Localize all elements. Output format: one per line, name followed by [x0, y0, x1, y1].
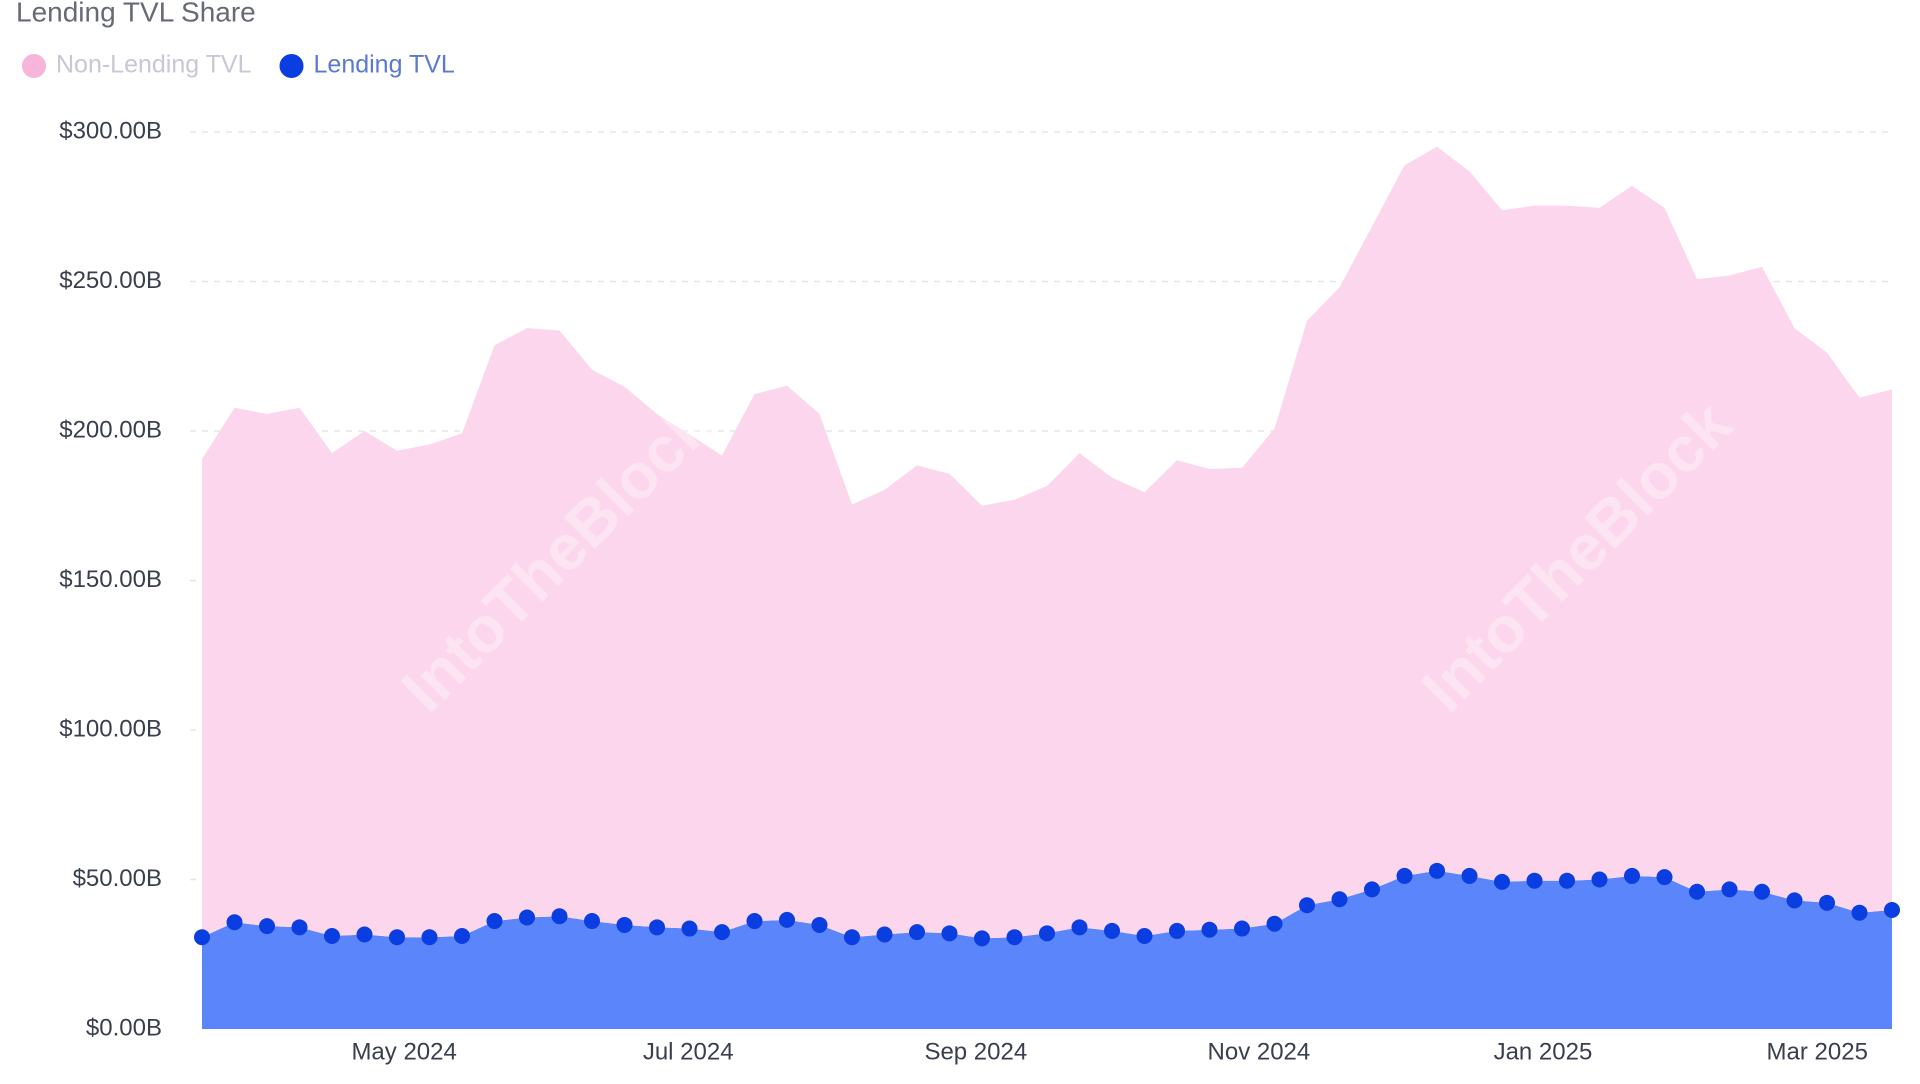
data-point — [909, 924, 925, 941]
data-point — [389, 929, 405, 946]
y-tick-label: $200.00B — [59, 416, 162, 443]
legend-label: Lending TVL — [314, 51, 455, 79]
data-point — [356, 926, 373, 943]
x-tick-label: Jul 2024 — [643, 1038, 734, 1065]
x-tick-label: Mar 2025 — [1767, 1038, 1868, 1065]
data-point — [1884, 901, 1900, 918]
data-point — [876, 926, 893, 943]
x-tick-label: Sep 2024 — [924, 1038, 1027, 1065]
data-point — [1786, 892, 1803, 909]
data-point — [1234, 920, 1250, 937]
data-point — [519, 909, 535, 926]
data-point — [779, 911, 795, 928]
data-point — [1754, 883, 1770, 900]
x-tick-label: Nov 2024 — [1208, 1038, 1311, 1065]
data-point — [1169, 922, 1185, 939]
data-point — [616, 916, 633, 933]
data-point — [324, 928, 340, 945]
data-point — [1526, 872, 1543, 889]
data-point — [1819, 894, 1835, 911]
data-point — [1331, 891, 1348, 908]
y-tick-label: $50.00B — [73, 865, 162, 892]
data-point — [1461, 867, 1478, 884]
data-point — [1396, 867, 1413, 884]
data-point — [1689, 883, 1705, 900]
data-point — [194, 929, 210, 946]
data-point — [1591, 871, 1608, 888]
y-tick-label: $300.00B — [59, 117, 162, 144]
y-tick-label: $150.00B — [59, 566, 162, 593]
legend-marker — [279, 54, 304, 78]
data-point — [551, 908, 568, 925]
data-point — [584, 913, 600, 930]
data-point — [746, 913, 763, 930]
data-point — [1559, 872, 1575, 889]
data-point — [844, 929, 860, 946]
data-point — [1201, 921, 1218, 938]
data-point — [421, 929, 438, 946]
data-point — [1721, 881, 1738, 898]
data-point — [1136, 928, 1153, 945]
data-point — [1656, 869, 1673, 886]
data-point — [1006, 929, 1023, 946]
chart-title: Lending TVL Share — [16, 0, 256, 27]
legend-marker — [22, 54, 46, 78]
data-point — [681, 920, 698, 937]
x-tick-label: May 2024 — [351, 1038, 456, 1065]
x-tick-label: Jan 2025 — [1494, 1038, 1593, 1065]
y-tick-label: $100.00B — [59, 715, 162, 742]
data-point — [1071, 919, 1088, 936]
area — [202, 870, 1892, 1029]
area — [202, 146, 1892, 939]
data-point — [1624, 867, 1640, 884]
data-point — [1851, 904, 1868, 921]
data-point — [649, 919, 665, 936]
data-point — [259, 918, 275, 935]
data-point — [486, 913, 503, 930]
data-point — [1429, 862, 1445, 879]
data-point — [1299, 897, 1315, 914]
data-point — [291, 919, 308, 936]
data-point — [811, 916, 828, 933]
data-point — [1039, 925, 1055, 942]
data-point — [454, 928, 470, 945]
legend-label: Non-Lending TVL — [56, 51, 252, 79]
data-point — [1104, 922, 1120, 939]
data-point — [1364, 881, 1380, 898]
data-point — [974, 930, 990, 947]
y-tick-label: $250.00B — [59, 267, 162, 294]
data-point — [226, 914, 243, 931]
data-point — [1266, 915, 1283, 932]
y-tick-label: $0.00B — [86, 1014, 162, 1041]
data-point — [941, 925, 958, 942]
data-point — [714, 924, 730, 941]
data-point — [1494, 873, 1510, 890]
